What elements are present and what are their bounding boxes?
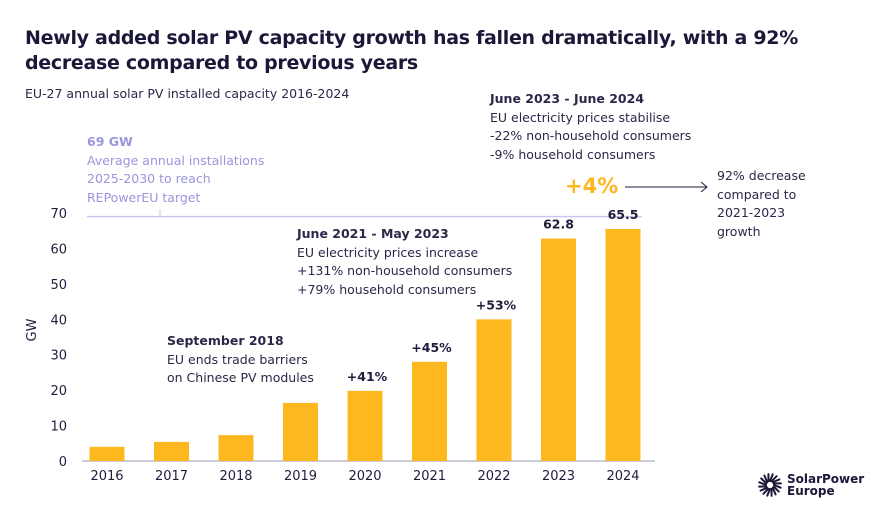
growth-label: +53% bbox=[476, 297, 517, 312]
y-tick-label: 60 bbox=[50, 242, 67, 257]
chart-subtitle: EU-27 annual solar PV installed capacity… bbox=[25, 86, 350, 101]
annotation-line: REPowerEU target bbox=[87, 189, 201, 205]
x-tick-label: 2020 bbox=[348, 469, 381, 484]
annotation-head: June 2023 - June 2024 bbox=[490, 91, 645, 106]
x-tick-label: 2018 bbox=[219, 469, 252, 484]
value-label: 62.8 bbox=[543, 217, 574, 232]
x-tick-label: 2016 bbox=[90, 469, 123, 484]
logo-text: SolarPower bbox=[787, 472, 865, 486]
annotation-line: +131% non-household consumers bbox=[297, 263, 513, 278]
x-tick-label: 2017 bbox=[155, 469, 188, 484]
x-tick-label: 2019 bbox=[284, 469, 317, 484]
y-tick-label: 70 bbox=[50, 207, 67, 222]
annotation-line: -22% non-household consumers bbox=[490, 128, 692, 143]
annotation-line: EU ends trade barriers bbox=[167, 351, 308, 367]
annotation-line: 2025-2030 to reach bbox=[87, 171, 211, 186]
y-tick-label: 0 bbox=[59, 455, 67, 470]
y-tick-label: 10 bbox=[50, 420, 67, 435]
solarpower-europe-logo: SolarPower Europe bbox=[758, 473, 864, 497]
annotation-2023: June 2023 - June 2024 EU electricity pri… bbox=[490, 90, 691, 164]
chart-title: Newly added solar PV capacity growth has… bbox=[25, 27, 798, 74]
annotation-head: September 2018 bbox=[167, 333, 284, 348]
growth-label: +41% bbox=[347, 369, 388, 384]
annotation-head: June 2021 - May 2023 bbox=[297, 226, 449, 241]
x-tick-label: 2021 bbox=[413, 469, 446, 484]
annotation-line: -9% household consumers bbox=[490, 146, 656, 162]
x-tick-label: 2023 bbox=[542, 469, 575, 484]
x-tick-label: 2022 bbox=[477, 469, 510, 484]
y-tick-label: 30 bbox=[50, 349, 67, 364]
bar-2018 bbox=[218, 435, 254, 461]
bar-2016 bbox=[89, 446, 125, 461]
annotation-line: +79% household consumers bbox=[297, 281, 477, 297]
highlight-growth: +4% bbox=[565, 174, 619, 198]
bar-2019 bbox=[283, 402, 318, 461]
y-tick-label: 40 bbox=[50, 313, 67, 328]
y-axis-label: GW bbox=[25, 318, 40, 341]
bar-2023 bbox=[541, 238, 576, 461]
annotation-line: EU electricity prices stabilise bbox=[490, 109, 671, 125]
x-tick-label: 2024 bbox=[606, 469, 639, 484]
bar-2021 bbox=[412, 361, 447, 461]
annotation-line: 2021-2023 bbox=[717, 205, 786, 220]
annotation-line: compared to bbox=[717, 186, 797, 202]
arrow-head-icon bbox=[700, 181, 708, 193]
annotation-line: Average annual installations bbox=[87, 152, 265, 168]
annotation-decrease: 92% decrease compared to 2021-2023 growt… bbox=[717, 167, 806, 241]
annotation-2021: June 2021 - May 2023 EU electricity pric… bbox=[297, 225, 512, 299]
bar-2022 bbox=[476, 319, 512, 461]
value-label: 65.5 bbox=[608, 207, 639, 222]
annotation-2018: September 2018 EU ends trade barriers on… bbox=[167, 332, 314, 388]
growth-label: +45% bbox=[411, 340, 452, 355]
annotation-target: 69 GW Average annual installations 2025-… bbox=[87, 133, 264, 207]
annotation-line: on Chinese PV modules bbox=[167, 370, 314, 385]
annotation-line: 92% decrease bbox=[717, 168, 806, 183]
annotation-line: EU electricity prices increase bbox=[297, 244, 479, 260]
sun-logo-icon bbox=[758, 473, 782, 497]
bar-2017 bbox=[154, 441, 189, 461]
annotation-target-head: 69 GW bbox=[87, 134, 133, 149]
y-tick-label: 50 bbox=[50, 278, 67, 293]
annotation-line: growth bbox=[717, 223, 761, 239]
logo-text: Europe bbox=[787, 484, 835, 498]
bar-2020 bbox=[347, 390, 383, 461]
y-tick-label: 20 bbox=[50, 384, 67, 399]
bar-2024 bbox=[605, 229, 641, 461]
